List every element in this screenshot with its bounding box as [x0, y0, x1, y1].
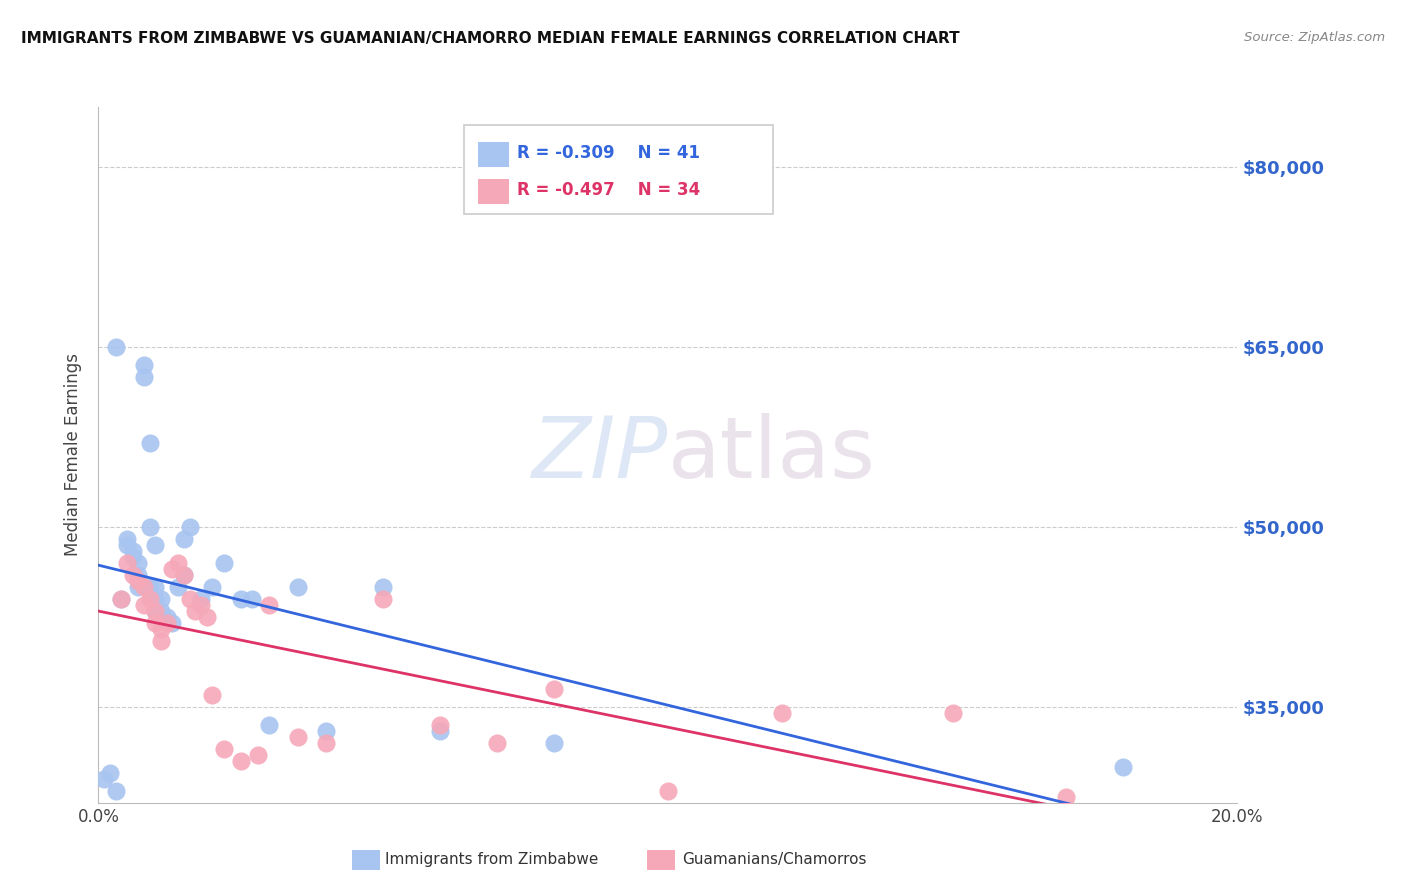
Point — [121, 549, 143, 564]
Point — [373, 591, 395, 606]
Text: R = -0.497    N = 34: R = -0.497 N = 34 — [517, 181, 700, 199]
Point — [145, 580, 167, 594]
Point — [167, 580, 190, 594]
Point — [770, 706, 793, 720]
Point — [132, 580, 155, 594]
Point — [162, 615, 184, 630]
Point — [229, 754, 252, 768]
Point — [110, 591, 132, 606]
Point — [229, 591, 252, 606]
Text: IMMIGRANTS FROM ZIMBABWE VS GUAMANIAN/CHAMORRO MEDIAN FEMALE EARNINGS CORRELATIO: IMMIGRANTS FROM ZIMBABWE VS GUAMANIAN/CH… — [21, 31, 960, 46]
Point — [190, 591, 212, 606]
Point — [127, 580, 149, 594]
Point — [150, 633, 173, 648]
Y-axis label: Median Female Earnings: Median Female Earnings — [65, 353, 83, 557]
Point — [115, 538, 138, 552]
Text: ZIP: ZIP — [531, 413, 668, 497]
Point — [190, 598, 212, 612]
Text: Guamanians/Chamorros: Guamanians/Chamorros — [682, 853, 866, 867]
Text: R = -0.309    N = 41: R = -0.309 N = 41 — [517, 144, 700, 161]
Point — [1056, 789, 1078, 804]
Point — [173, 567, 195, 582]
Point — [138, 580, 160, 594]
Point — [110, 591, 132, 606]
Point — [179, 520, 201, 534]
Point — [212, 741, 235, 756]
Point — [195, 610, 218, 624]
Point — [287, 730, 309, 744]
Point — [138, 591, 160, 606]
Point — [240, 591, 263, 606]
Point — [145, 591, 167, 606]
Point — [132, 370, 155, 384]
Point — [98, 765, 121, 780]
Point — [156, 610, 179, 624]
Point — [259, 598, 281, 612]
Point — [104, 340, 127, 354]
Point — [138, 436, 160, 450]
Point — [315, 723, 337, 738]
Point — [657, 784, 679, 798]
Point — [93, 772, 115, 786]
Point — [121, 567, 143, 582]
Point — [287, 580, 309, 594]
Point — [132, 598, 155, 612]
Point — [150, 591, 173, 606]
Point — [132, 358, 155, 372]
Point — [127, 574, 149, 588]
Point — [127, 567, 149, 582]
Point — [145, 604, 167, 618]
Point — [145, 615, 167, 630]
Point — [942, 706, 965, 720]
Point — [115, 556, 138, 570]
Point — [429, 723, 451, 738]
Text: atlas: atlas — [668, 413, 876, 497]
Point — [212, 556, 235, 570]
Point — [173, 567, 195, 582]
Point — [543, 681, 565, 696]
Point — [145, 604, 167, 618]
Point — [150, 604, 173, 618]
Point — [201, 580, 224, 594]
Text: Immigrants from Zimbabwe: Immigrants from Zimbabwe — [385, 853, 599, 867]
Point — [121, 544, 143, 558]
Point — [259, 718, 281, 732]
Point — [543, 736, 565, 750]
Point — [167, 556, 190, 570]
Point — [184, 604, 207, 618]
Point — [246, 747, 269, 762]
Text: Source: ZipAtlas.com: Source: ZipAtlas.com — [1244, 31, 1385, 45]
Point — [173, 532, 195, 546]
Point — [156, 615, 179, 630]
Point — [138, 520, 160, 534]
Point — [115, 532, 138, 546]
Point — [104, 784, 127, 798]
Point — [373, 580, 395, 594]
Point — [150, 622, 173, 636]
Point — [1112, 760, 1135, 774]
Point — [201, 688, 224, 702]
Point — [179, 591, 201, 606]
Point — [315, 736, 337, 750]
Point — [162, 562, 184, 576]
Point — [127, 556, 149, 570]
Point — [429, 718, 451, 732]
Point — [486, 736, 509, 750]
Point — [145, 538, 167, 552]
